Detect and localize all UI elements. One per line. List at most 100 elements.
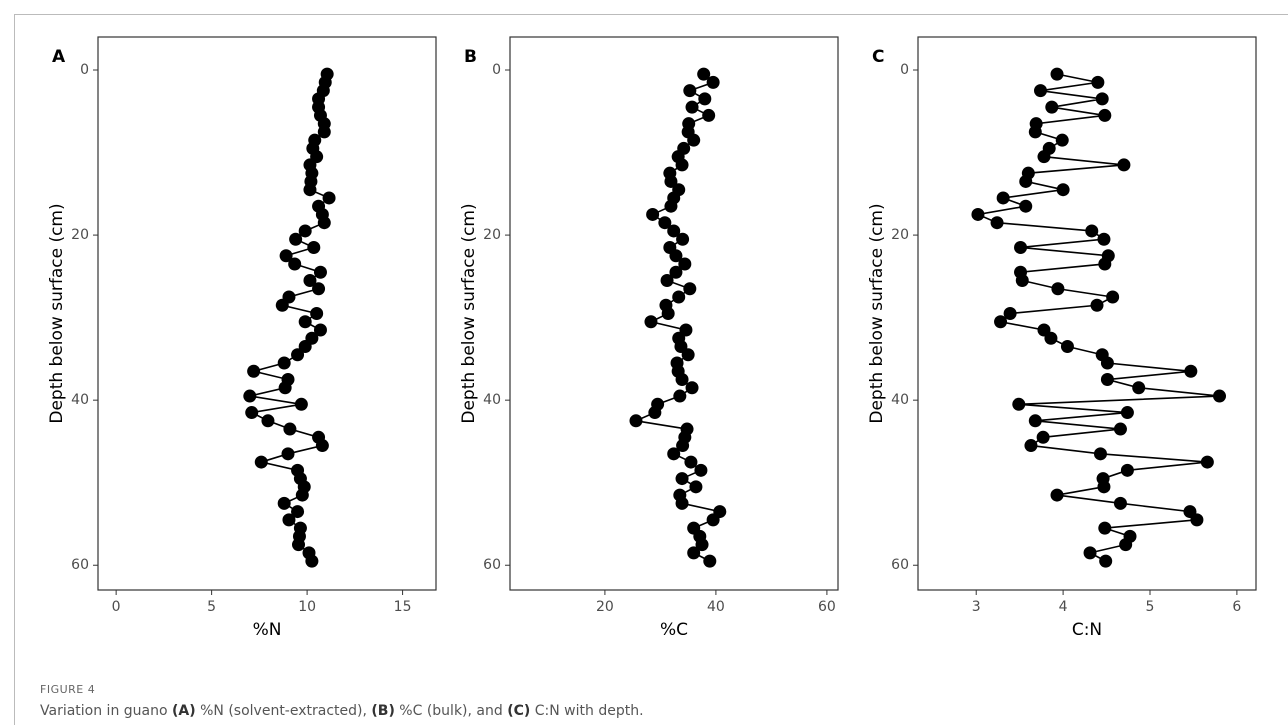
data-point — [1034, 84, 1048, 98]
data-point — [1083, 546, 1097, 560]
x-tick-label: 40 — [707, 599, 725, 615]
data-point — [689, 480, 703, 494]
y-axis-label: Depth below surface (cm) — [459, 203, 479, 423]
data-point — [1055, 133, 1069, 147]
data-point — [245, 406, 259, 420]
data-point — [1098, 257, 1112, 271]
data-point — [1019, 199, 1033, 213]
data-point — [1044, 331, 1058, 345]
data-point — [1095, 92, 1109, 106]
data-point — [1097, 232, 1111, 246]
data-point — [1085, 224, 1099, 238]
data-point — [971, 207, 985, 221]
data-point — [1036, 430, 1050, 444]
caption-text: C:N with depth. — [530, 703, 644, 719]
data-point — [278, 381, 292, 395]
frame — [14, 14, 1288, 725]
y-tick-label: 20 — [891, 227, 909, 243]
data-point — [1093, 447, 1107, 461]
data-point — [312, 282, 326, 296]
data-point — [685, 381, 699, 395]
data-point — [675, 158, 689, 172]
plot-frame — [97, 36, 437, 591]
data-point — [291, 505, 305, 519]
y-tick-label: 40 — [71, 392, 89, 408]
x-tick-label: 60 — [818, 599, 836, 615]
x-tick-label: 3 — [972, 599, 981, 615]
data-point — [277, 356, 291, 370]
data-point — [303, 273, 317, 287]
data-point — [313, 323, 327, 337]
data-point — [288, 257, 302, 271]
data-point — [694, 463, 708, 477]
y-tick-label: 0 — [80, 62, 89, 78]
y-tick-label: 60 — [71, 557, 89, 573]
y-tick-label: 20 — [71, 227, 89, 243]
data-point — [1132, 381, 1146, 395]
data-point — [282, 513, 296, 527]
data-point — [291, 348, 305, 362]
data-point — [1190, 513, 1204, 527]
caption: Variation in guano (A) %N (solvent-extra… — [40, 703, 644, 719]
data-point — [1091, 75, 1105, 89]
data-point — [1200, 455, 1214, 469]
data-point — [247, 364, 261, 378]
x-tick-label: 6 — [1232, 599, 1241, 615]
data-point — [1106, 290, 1120, 304]
y-axis-label: Depth below surface (cm) — [867, 203, 887, 423]
x-axis-label: C:N — [1072, 620, 1102, 640]
data-point — [675, 373, 689, 387]
data-point — [1003, 307, 1017, 320]
data-point — [1015, 273, 1029, 287]
data-point — [279, 249, 293, 263]
data-point — [683, 282, 697, 296]
data-point — [629, 414, 643, 428]
data-point — [675, 472, 689, 486]
data-point — [681, 348, 695, 362]
data-point — [678, 257, 692, 271]
data-point — [994, 315, 1008, 329]
x-axis-label: %C — [660, 620, 688, 640]
y-tick-label: 60 — [891, 557, 909, 573]
plot-frame — [917, 36, 1257, 591]
data-point — [676, 232, 690, 246]
data-point — [703, 554, 717, 568]
x-axis-label: %N — [253, 620, 282, 640]
x-tick-label: 10 — [298, 599, 316, 615]
x-tick-label: 0 — [112, 599, 121, 615]
data-point — [1051, 282, 1065, 296]
data-point — [277, 496, 291, 510]
data-point — [1060, 340, 1074, 354]
data-point — [1050, 67, 1064, 81]
data-point — [1024, 439, 1038, 453]
data-point — [1014, 240, 1028, 254]
x-tick-label: 4 — [1059, 599, 1068, 615]
figure-label: FIGURE 4 — [40, 683, 96, 696]
data-point — [1100, 373, 1114, 387]
data-point — [298, 340, 312, 354]
data-point — [683, 84, 697, 98]
data-point — [307, 240, 321, 254]
caption-text: %N (solvent-extracted), — [195, 703, 372, 719]
data-point — [644, 315, 658, 329]
data-point — [1028, 414, 1042, 428]
data-point — [298, 315, 312, 329]
data-point — [1056, 183, 1070, 197]
data-point — [685, 100, 699, 114]
caption-panel-ref: (A) — [172, 703, 196, 719]
data-point — [322, 191, 336, 205]
data-point — [305, 554, 319, 568]
data-point — [698, 92, 712, 106]
data-point — [1117, 158, 1131, 172]
data-point — [687, 133, 701, 147]
data-point — [310, 307, 324, 320]
data-point — [281, 447, 295, 461]
data-point — [673, 389, 687, 403]
data-point — [675, 496, 689, 510]
data-point — [1012, 397, 1026, 411]
data-point — [996, 191, 1010, 205]
data-point — [1098, 521, 1112, 535]
y-tick-label: 40 — [483, 392, 501, 408]
